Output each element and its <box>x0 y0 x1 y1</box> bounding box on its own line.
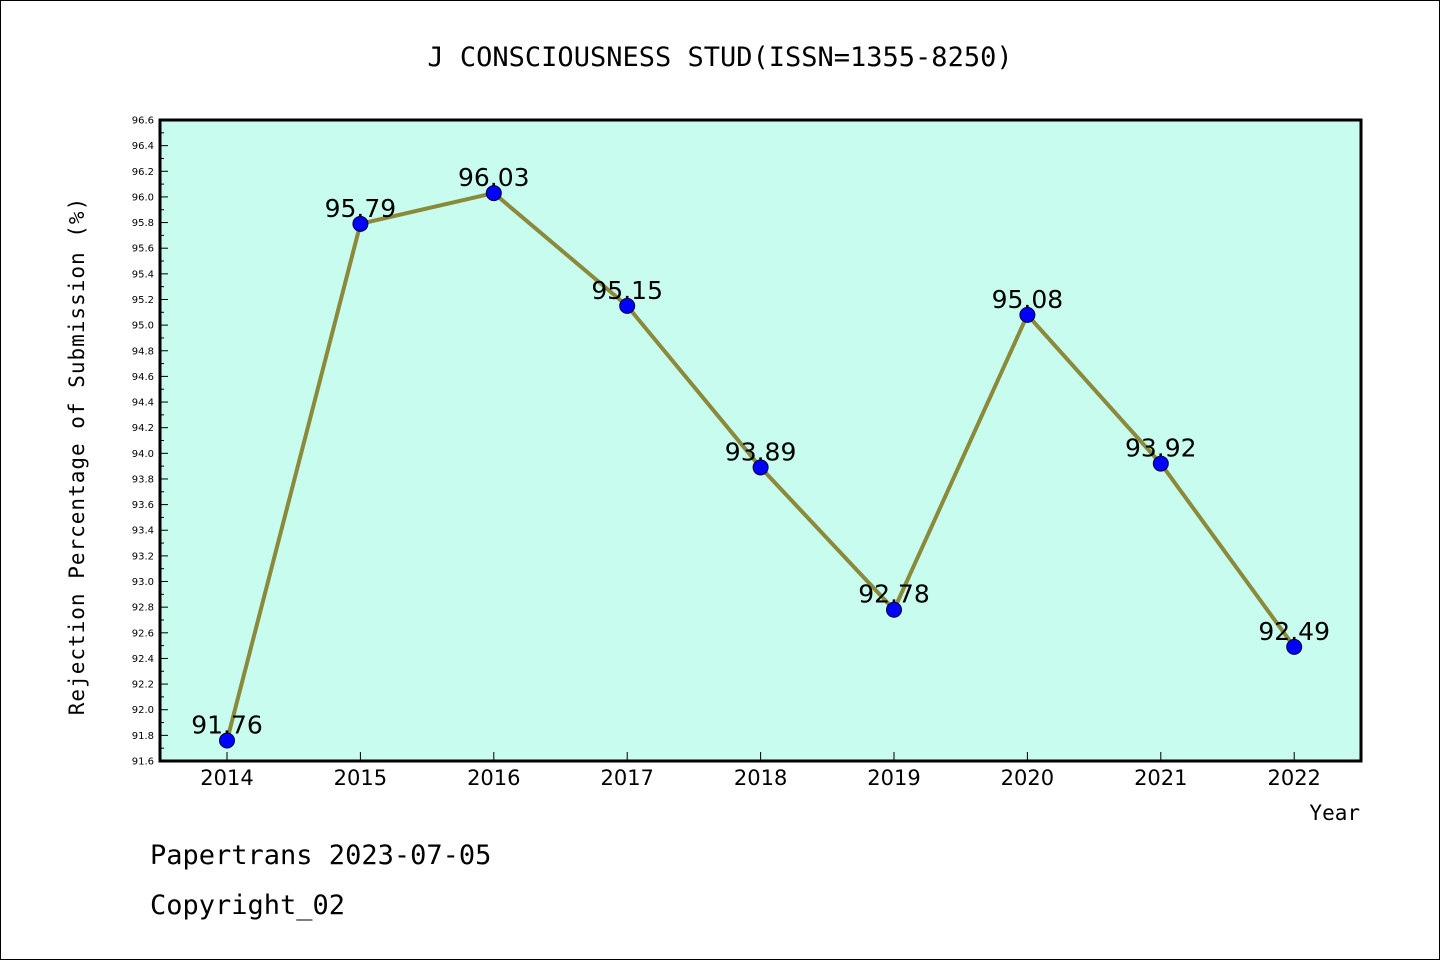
x-tick-label: 2022 <box>1267 766 1320 790</box>
y-tick-label: 96.0 <box>132 192 154 203</box>
data-label: 93.89 <box>725 437 797 466</box>
y-tick-label: 94.0 <box>132 449 154 460</box>
y-axis: 91.6 91.8 92.0 92.2 92.4 92.6 92.8 93.0 93.2 93.4… <box>132 116 168 768</box>
y-tick-label: 93.8 <box>132 474 154 485</box>
data-point <box>1019 306 1036 323</box>
data-point <box>352 215 369 232</box>
x-tick-label: 2016 <box>467 766 520 790</box>
data-labels: 91.76 95.79 96.03 95.15 93.89 92.78 95.08 93.92… <box>191 163 1330 739</box>
y-tick-label: 93.6 <box>132 500 154 511</box>
y-tick-label: 96.4 <box>132 141 154 152</box>
series-line-group <box>219 185 1303 749</box>
data-point <box>1152 455 1169 472</box>
data-label: 92.78 <box>858 580 930 609</box>
data-point <box>485 185 502 202</box>
data-point <box>886 601 902 618</box>
data-point <box>219 732 235 749</box>
y-tick-label: 96.6 <box>132 116 154 127</box>
y-tick-label: 95.2 <box>132 295 154 306</box>
y-tick-label: 96.2 <box>132 167 154 178</box>
y-tick-label: 92.0 <box>132 705 154 716</box>
y-tick-label: 91.8 <box>132 731 154 742</box>
data-point <box>752 459 769 476</box>
y-tick-label: 95.0 <box>132 321 154 332</box>
data-label: 92.49 <box>1258 617 1330 646</box>
y-tick-label: 93.0 <box>132 577 154 588</box>
x-tick-label: 2017 <box>600 766 653 790</box>
y-tick-label: 92.2 <box>132 680 154 691</box>
x-axis-label: Year <box>1309 801 1360 825</box>
y-tick-label: 93.2 <box>132 551 154 562</box>
y-tick-label: 95.8 <box>132 218 154 229</box>
y-tick-label: 92.4 <box>132 654 154 665</box>
y-tick-label: 95.4 <box>132 269 154 280</box>
y-tick-label: 94.8 <box>132 346 154 357</box>
y-tick-label: 94.2 <box>132 423 154 434</box>
data-label: 95.08 <box>992 285 1064 314</box>
chart-title: J CONSCIOUSNESS STUD(ISSN=1355-8250) <box>427 42 1012 73</box>
y-tick-label: 92.8 <box>132 603 154 614</box>
x-tick-label: 2015 <box>334 766 387 790</box>
data-point <box>619 297 636 314</box>
y-tick-label: 92.6 <box>132 628 154 639</box>
y-tick-label: 94.6 <box>132 372 154 383</box>
data-label: 95.15 <box>591 276 663 305</box>
y-tick-label: 93.4 <box>132 526 154 537</box>
footer-copyright: Copyright_02 <box>150 890 345 921</box>
x-axis: 2014 2015 2016 2017 2018 2019 2020 2021 2022 <box>200 752 1321 790</box>
data-point <box>1286 638 1303 655</box>
y-tick-label: 94.4 <box>132 398 154 409</box>
y-tick-label: 91.6 <box>132 757 154 768</box>
x-tick-label: 2014 <box>200 766 253 790</box>
data-label: 93.92 <box>1125 434 1197 463</box>
data-label: 96.03 <box>458 163 530 192</box>
x-tick-label: 2019 <box>867 766 920 790</box>
footer-date: Papertrans 2023-07-05 <box>150 840 491 871</box>
x-tick-label: 2020 <box>1001 766 1054 790</box>
y-axis-label: Rejection Percentage of Submission (%) <box>65 197 89 715</box>
x-tick-label: 2018 <box>734 766 787 790</box>
data-label: 95.79 <box>325 194 397 223</box>
y-tick-label: 95.6 <box>132 244 154 255</box>
data-label: 91.76 <box>191 710 263 739</box>
x-tick-label: 2021 <box>1134 766 1187 790</box>
